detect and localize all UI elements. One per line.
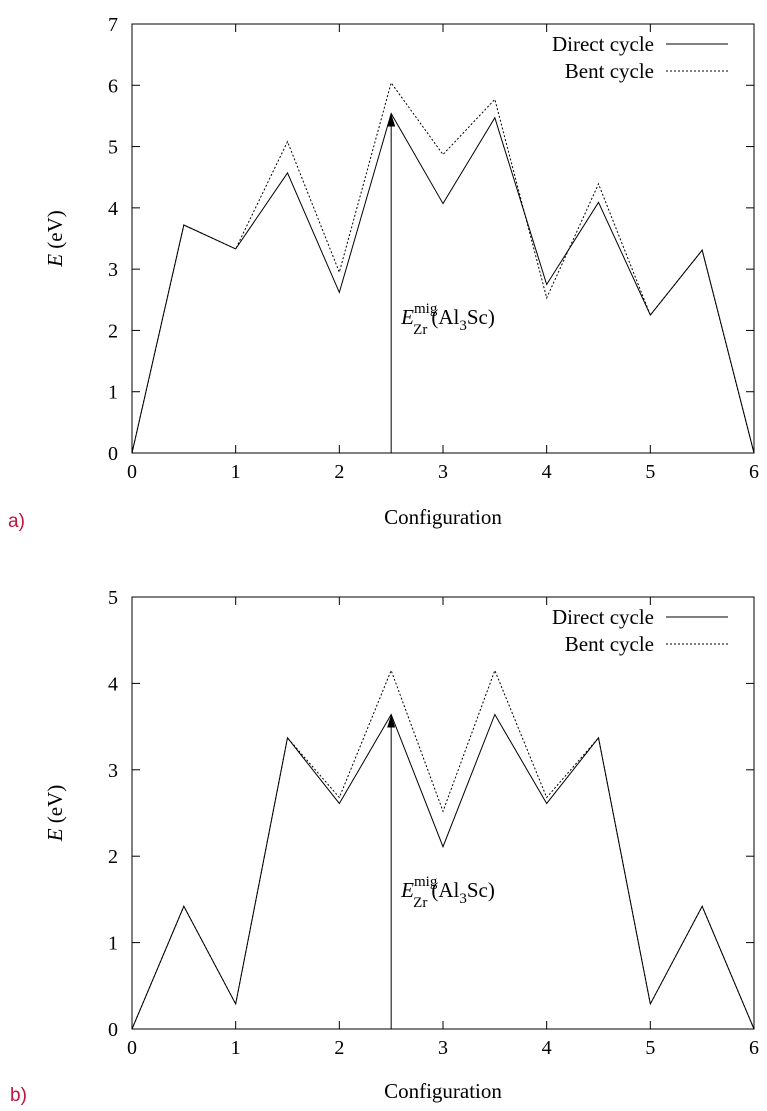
x-tick-label: 1 [231,1037,241,1059]
x-tick-label: 2 [334,461,344,483]
y-axis-label-symbol: E [43,254,67,268]
x-tick-label: 3 [438,1037,448,1059]
annotation-subscript: Zr [413,895,427,911]
annotation-label: Emig Zr(Al3Sc) [400,874,495,911]
y-axis-label-unit: (eV) [43,785,67,829]
series-direct-cycle [131,112,755,454]
chart-panel-a: 0 1 2 3 4 5 6 0 1 2 3 4 5 6 7 Configuration E (eV) a) Dire… [8,14,759,532]
annotation-subscript-3: 3 [459,891,467,907]
y-tick-label: 5 [108,587,118,609]
x-tick-label: 4 [542,1037,552,1059]
y-tick-label: 2 [108,320,118,342]
annotation-arrowhead [387,714,396,728]
y-tick-label: 0 [108,443,118,465]
x-tick-label: 1 [231,461,241,483]
y-axis-label: E (eV) [43,210,67,268]
y-tick-label: 6 [108,75,118,97]
annotation-superscript: mig [414,301,438,317]
x-tick-label: 4 [542,461,552,483]
series-bent-cycle [131,669,755,1030]
x-tick-label: 5 [645,1037,655,1059]
x-tick-label: 6 [749,1037,759,1059]
x-tick-label: 3 [438,461,448,483]
annotation-symbol: E [400,305,414,329]
annotation-text: (Al [431,878,459,902]
legend-label: Bent cycle [565,632,654,656]
y-tick-label: 0 [108,1019,118,1041]
x-tick-label: 0 [127,1037,137,1059]
legend-label: Direct cycle [552,32,654,56]
annotation-text-end: Sc) [467,878,495,902]
annotation-superscript: mig [414,874,438,890]
annotation-text-end: Sc) [467,305,495,329]
legend-label: Bent cycle [565,59,654,83]
y-axis-label-symbol: E [43,828,67,842]
y-axis-label: E (eV) [43,785,67,843]
legend-label: Direct cycle [552,605,654,629]
series-direct-cycle [131,713,755,1030]
y-tick-label: 3 [108,760,118,782]
y-tick-label: 1 [108,382,118,404]
y-axis-label-unit: (eV) [43,210,67,254]
y-tick-label: 7 [108,14,118,36]
x-tick-label: 0 [127,461,137,483]
chart-panel-b: 0 1 2 3 4 5 6 0 1 2 3 4 5 Configuration E (eV) b) Direct… [10,587,759,1106]
series-bent-cycle [131,81,755,454]
y-tick-label: 3 [108,259,118,281]
annotation-text: (Al [431,305,459,329]
x-tick-label: 6 [749,461,759,483]
panel-label: b) [10,1085,27,1106]
y-tick-label: 4 [108,673,118,695]
annotation-subscript-3: 3 [459,318,467,334]
y-tick-label: 4 [108,198,118,220]
y-tick-label: 2 [108,846,118,868]
annotation-arrowhead [387,113,396,127]
annotation-symbol: E [400,878,414,902]
x-tick-label: 2 [334,1037,344,1059]
x-tick-label: 5 [645,461,655,483]
annotation-label: Emig Zr(Al3Sc) [400,301,495,338]
annotation-subscript: Zr [413,322,427,338]
x-axis-label: Configuration [384,505,502,529]
plot-frame [131,23,755,454]
panel-label: a) [8,511,25,532]
plot-frame [131,596,755,1030]
x-axis-label: Configuration [384,1079,502,1103]
y-tick-label: 1 [108,933,118,955]
y-tick-label: 5 [108,137,118,159]
